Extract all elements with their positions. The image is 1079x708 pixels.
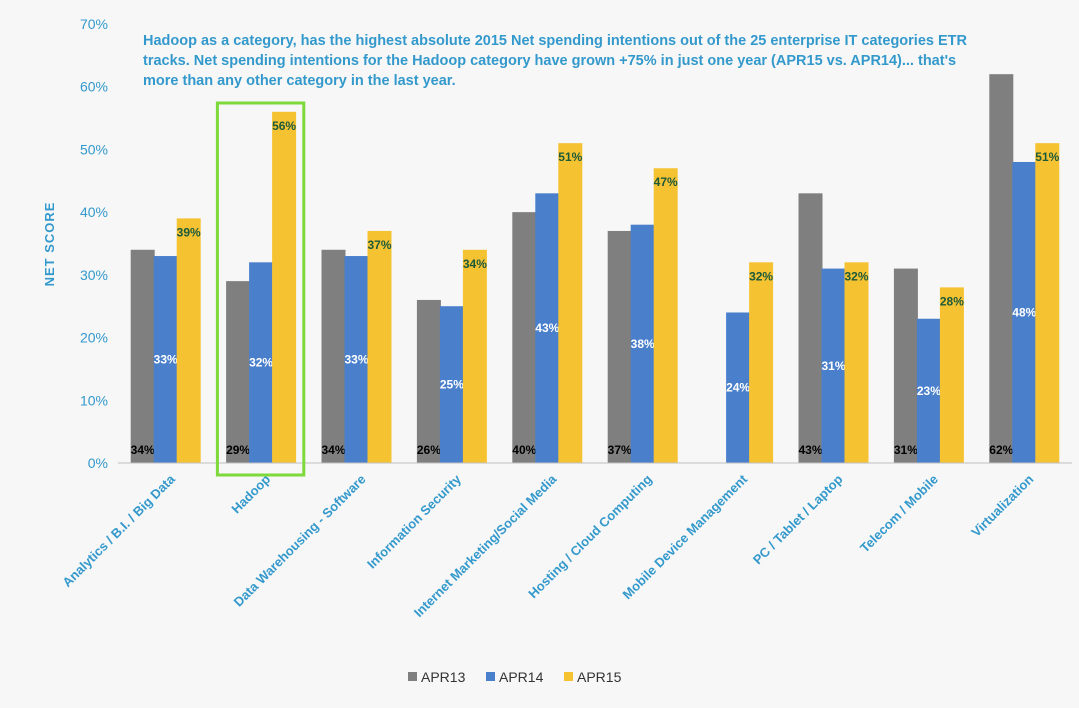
data-label-apr14: 25% <box>440 378 464 392</box>
y-axis-title: NET SCORE <box>42 202 57 287</box>
bar-apr13 <box>226 281 251 463</box>
data-label-apr14: 33% <box>154 353 178 367</box>
x-category-label: Information Security <box>364 471 465 572</box>
y-tick-label: 70% <box>80 16 108 32</box>
data-label-apr15: 47% <box>654 175 678 189</box>
y-tick-label: 20% <box>80 330 108 346</box>
bar-apr15 <box>176 218 201 463</box>
bar-apr15 <box>844 262 869 463</box>
data-label-apr14: 43% <box>535 321 559 335</box>
y-tick-label: 60% <box>80 79 108 95</box>
bar-apr13 <box>321 249 346 463</box>
data-label-apr15: 34% <box>463 257 487 271</box>
bar-apr15 <box>558 143 583 463</box>
bar-apr15 <box>367 230 392 463</box>
y-tick-label: 40% <box>80 204 108 220</box>
data-label-apr13: 34% <box>321 443 345 457</box>
data-label-apr14: 32% <box>249 356 273 370</box>
data-label-apr15: 51% <box>558 150 582 164</box>
legend-label-apr15: APR15 <box>577 669 622 685</box>
y-tick-label: 30% <box>80 267 108 283</box>
bar-apr13 <box>416 299 441 463</box>
bar-apr14 <box>344 256 369 463</box>
bar-apr15 <box>939 287 964 463</box>
data-label-apr15: 37% <box>367 238 391 252</box>
legend-swatch-apr14 <box>486 672 495 681</box>
legend-swatch-apr13 <box>408 672 417 681</box>
data-label-apr13: 34% <box>131 443 155 457</box>
bar-apr14 <box>535 193 560 464</box>
bar-apr14 <box>439 306 464 463</box>
data-label-apr13: 43% <box>798 443 822 457</box>
data-label-apr13: 31% <box>894 443 918 457</box>
chart-annotation: Hadoop as a category, has the highest ab… <box>143 33 967 89</box>
data-label-apr15: 32% <box>749 269 773 283</box>
data-label-apr13: 62% <box>989 443 1013 457</box>
bar-apr15 <box>272 111 297 464</box>
data-label-apr15: 28% <box>940 294 964 308</box>
data-label-apr15: 56% <box>272 119 296 133</box>
x-category-label: PC / Tablet / Laptop <box>750 471 846 567</box>
bar-apr14 <box>630 224 655 463</box>
data-label-apr14: 31% <box>821 359 845 373</box>
legend-label-apr13: APR13 <box>421 669 466 685</box>
y-tick-label: 0% <box>88 455 108 471</box>
bar-apr14 <box>249 262 274 463</box>
bar-apr14 <box>821 268 846 463</box>
legend-label-apr14: APR14 <box>499 669 544 685</box>
bar-apr13 <box>607 230 632 463</box>
bar-apr13 <box>989 74 1014 464</box>
data-label-apr14: 48% <box>1012 305 1036 319</box>
bar-apr14 <box>1012 161 1037 463</box>
data-label-apr14: 33% <box>344 353 368 367</box>
data-label-apr13: 26% <box>417 443 441 457</box>
data-label-apr14: 24% <box>726 381 750 395</box>
bar-apr15 <box>462 249 487 463</box>
data-label-apr14: 38% <box>631 337 655 351</box>
data-label-apr13: 40% <box>512 443 536 457</box>
x-category-label: Telecom / Mobile <box>857 472 941 556</box>
x-category-label: Analytics / B.I. / Big Data <box>59 471 178 590</box>
bar-apr15 <box>653 168 678 463</box>
data-label-apr15: 51% <box>1035 150 1059 164</box>
data-label-apr15: 32% <box>844 269 868 283</box>
bar-apr13 <box>130 249 155 463</box>
y-tick-label: 50% <box>80 141 108 157</box>
x-category-label: Hadoop <box>228 471 273 516</box>
bar-apr14 <box>726 312 751 463</box>
data-label-apr13: 29% <box>226 443 250 457</box>
bar-apr14 <box>916 318 941 463</box>
x-category-label: Virtualization <box>968 471 1036 539</box>
data-label-apr15: 39% <box>177 225 201 239</box>
bar-apr13 <box>798 193 823 464</box>
bar-apr14 <box>153 256 178 463</box>
hadoop-highlight-box <box>215 101 306 477</box>
data-label-apr13: 37% <box>608 443 632 457</box>
bar-apr15 <box>749 262 774 463</box>
legend-swatch-apr15 <box>564 672 573 681</box>
bar-apr13 <box>893 268 918 463</box>
y-tick-label: 10% <box>80 392 108 408</box>
data-label-apr14: 23% <box>917 384 941 398</box>
bar-apr13 <box>512 212 537 463</box>
bar-apr15 <box>1035 143 1060 463</box>
